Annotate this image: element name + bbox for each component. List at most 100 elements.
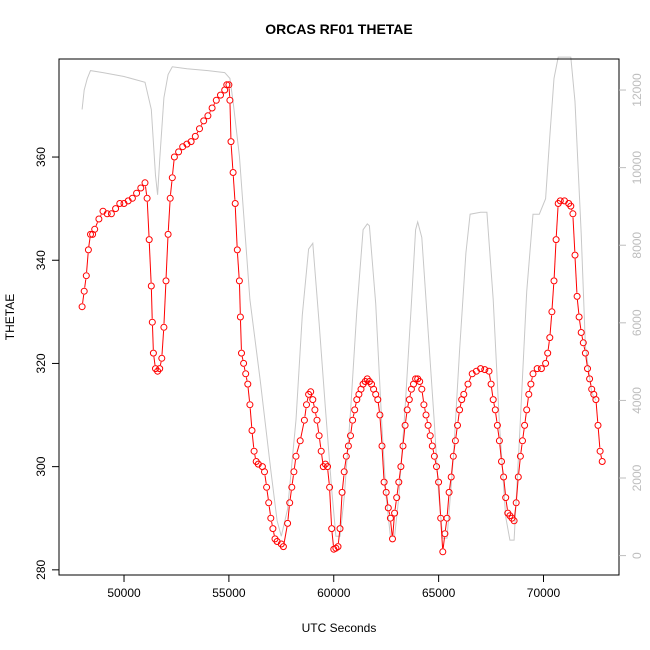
- thetae-line-segment: [153, 356, 156, 366]
- thetae-point: [447, 473, 455, 481]
- thetae-line-segment: [553, 243, 557, 278]
- thetae-line-segment: [273, 531, 275, 536]
- thetae-line-segment: [230, 145, 234, 169]
- x-tick-label: 65000: [422, 586, 456, 600]
- thetae-point: [103, 210, 111, 218]
- y2-tick-label: 4000: [630, 387, 644, 414]
- chart-title: ORCAS RF01 THETAE: [265, 21, 413, 37]
- thetae-point: [128, 194, 136, 202]
- thetae-line-segment: [86, 253, 89, 273]
- thetae-point: [514, 473, 522, 481]
- thetae-point: [516, 452, 524, 460]
- thetae-line-segment: [421, 392, 424, 402]
- thetae-point: [586, 375, 594, 383]
- thetae-line-segment: [572, 217, 576, 252]
- thetae-point: [292, 452, 300, 460]
- thetae-line-segment: [146, 201, 150, 237]
- thetae-point: [334, 543, 342, 551]
- thetae-point: [548, 308, 556, 316]
- y-axis-right: 0 2000 4000 6000 8000 10000 12000: [619, 73, 644, 559]
- thetae-line-segment: [457, 413, 460, 422]
- thetae-point: [300, 416, 308, 424]
- thetae-line-segment: [352, 413, 355, 417]
- thetae-line-segment: [514, 506, 517, 518]
- thetae-line-segment: [148, 243, 152, 283]
- thetae-point: [481, 366, 489, 374]
- thetae-line-segment: [291, 475, 294, 484]
- thetae-point: [596, 447, 604, 455]
- thetae-point: [267, 514, 275, 522]
- thetae-line-segment: [315, 413, 317, 417]
- thetae-line-segment: [446, 495, 450, 515]
- thetae-line-segment: [152, 325, 154, 350]
- thetae-point: [500, 473, 508, 481]
- thetae-point: [148, 318, 156, 326]
- thetae-line-segment: [424, 408, 426, 412]
- thetae-line-segment: [392, 516, 395, 536]
- thetae-point: [569, 210, 577, 218]
- thetae-point: [529, 370, 537, 378]
- thetae-line-segment: [150, 289, 153, 319]
- thetae-line-segment: [172, 160, 175, 175]
- thetae-point: [164, 230, 172, 238]
- y-tick-label: 320: [34, 353, 48, 373]
- y-tick-label: 280: [34, 560, 48, 580]
- thetae-point: [579, 339, 587, 347]
- thetae-point: [162, 277, 170, 285]
- thetae-line-segment: [495, 413, 498, 422]
- thetae-point: [168, 174, 176, 182]
- thetae-point: [378, 442, 386, 450]
- thetae-line-segment: [501, 464, 504, 474]
- thetae-line-segment: [344, 459, 347, 469]
- thetae-point: [311, 406, 319, 414]
- thetae-point: [204, 112, 212, 120]
- thetae-line-segment: [339, 495, 343, 526]
- thetae-line-segment: [386, 495, 389, 505]
- thetae-point: [91, 225, 99, 233]
- x-tick-label: 70000: [527, 586, 561, 600]
- thetae-point: [491, 406, 499, 414]
- thetae-point: [416, 378, 424, 385]
- thetae-line-segment: [354, 402, 357, 407]
- thetae-point: [158, 354, 166, 362]
- thetae-point: [449, 452, 457, 460]
- thetae-line-segment: [426, 418, 428, 422]
- thetae-point: [384, 504, 392, 512]
- thetae-line-segment: [266, 490, 269, 500]
- thetae-point: [279, 543, 287, 551]
- thetae-point: [380, 478, 388, 486]
- thetae-point: [212, 96, 220, 104]
- thetae-point: [584, 365, 591, 373]
- thetae-point: [231, 200, 239, 207]
- thetae-point: [313, 416, 321, 424]
- x-axis: 50000 55000 60000 65000 70000: [107, 575, 561, 600]
- thetae-point: [571, 251, 579, 259]
- thetae-point: [225, 81, 233, 89]
- thetae-line-segment: [346, 449, 349, 453]
- thetae-point: [424, 421, 432, 429]
- thetae-line-segment: [600, 454, 602, 459]
- y2-tick-label: 10000: [630, 151, 644, 185]
- thetae-line-segment: [213, 103, 216, 106]
- thetae-point: [328, 525, 336, 533]
- thetae-point: [265, 499, 273, 507]
- thetae-line-segment: [161, 330, 165, 355]
- thetae-line-segment: [505, 501, 508, 510]
- thetae-point: [344, 442, 352, 450]
- thetae-point: [537, 365, 545, 373]
- thetae-line-segment: [388, 511, 391, 515]
- thetae-line-segment: [407, 403, 409, 407]
- thetae-line-segment: [444, 521, 447, 531]
- thetae-point: [336, 525, 344, 533]
- thetae-line-segment: [243, 366, 246, 371]
- thetae-line-segment: [491, 387, 494, 397]
- x-axis-label: UTC Seconds: [302, 621, 377, 635]
- thetae-line-segment: [451, 459, 454, 474]
- thetae-point: [502, 494, 510, 502]
- thetae-point: [391, 509, 399, 517]
- thetae-point: [495, 437, 503, 445]
- thetae-line-segment: [551, 284, 555, 309]
- thetae-point: [235, 277, 243, 285]
- thetae-point: [399, 442, 407, 450]
- thetae-point: [487, 380, 495, 388]
